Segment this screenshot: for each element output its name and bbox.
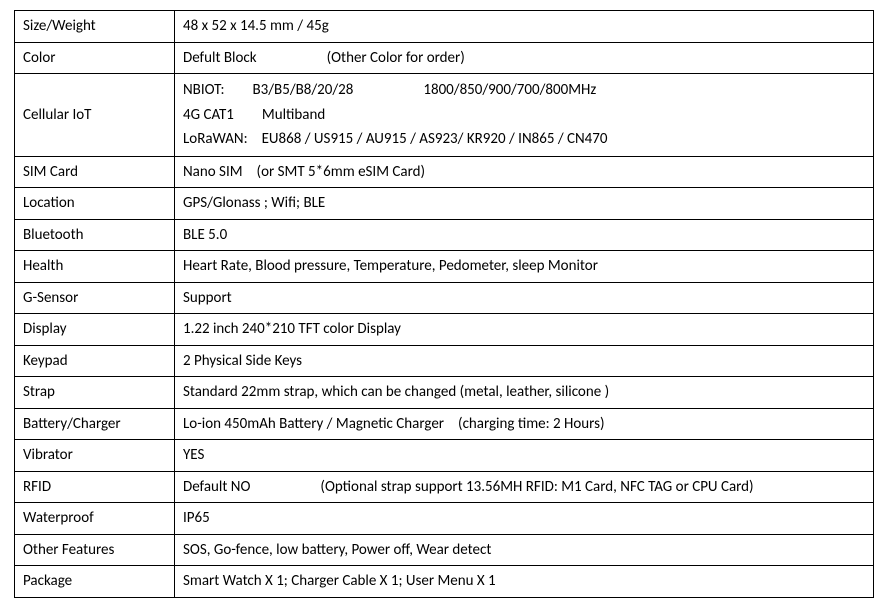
table-row: Battery/Charger Lo-ion 450mAh Battery / … [15, 408, 874, 440]
value-part: (Other Color for order) [327, 49, 465, 67]
row-value: Nano SIM (or SMT 5*6mm eSIM Card) [175, 156, 874, 188]
value-part: EU868 / US915 / AU915 / AS923/ KR920 / I… [262, 130, 608, 148]
value-part: Multiband [262, 106, 325, 124]
table-row: Vibrator YES [15, 440, 874, 472]
row-label: Vibrator [15, 440, 175, 472]
row-value: SOS, Go-fence, low battery, Power off, W… [175, 534, 874, 566]
table-row: Color Defult Block (Other Color for order… [15, 42, 874, 74]
row-label: Cellular IoT [15, 74, 175, 157]
row-label: Health [15, 251, 175, 283]
value-part: (Optional strap support 13.56MH RFID: M1… [320, 478, 753, 496]
row-value: Smart Watch X 1; Charger Cable X 1; User… [175, 566, 874, 598]
value-part: Nano SIM [183, 163, 243, 181]
table-row: Keypad 2 Physical Side Keys [15, 345, 874, 377]
row-value: 1.22 inch 240*210 TFT color Display [175, 314, 874, 346]
table-row: Location GPS/Glonass ; Wifi; BLE [15, 188, 874, 220]
value-part: B3/B5/B8/20/28 [253, 81, 354, 99]
row-value: Support [175, 282, 874, 314]
value-part: Lo-ion 450mAh Battery / Magnetic Charger [183, 415, 444, 433]
row-value: GPS/Glonass ; Wifi; BLE [175, 188, 874, 220]
value-part: NBIOT: [183, 81, 225, 99]
row-value: Standard 22mm strap, which can be change… [175, 377, 874, 409]
table-row: Package Smart Watch X 1; Charger Cable X… [15, 566, 874, 598]
value-part: Defult Block [183, 49, 257, 67]
row-value: Defult Block (Other Color for order) [175, 42, 874, 74]
row-label: Strap [15, 377, 175, 409]
row-value: NBIOT: B3/B5/B8/20/28 1800/850/900/700/800… [175, 74, 874, 157]
row-label: Package [15, 566, 175, 598]
value-part: (charging time: 2 Hours) [458, 415, 605, 433]
row-label: Battery/Charger [15, 408, 175, 440]
row-label: Color [15, 42, 175, 74]
row-label: Bluetooth [15, 219, 175, 251]
row-label: G-Sensor [15, 282, 175, 314]
row-value: Lo-ion 450mAh Battery / Magnetic Charger… [175, 408, 874, 440]
row-label: Other Features [15, 534, 175, 566]
table-row: Other Features SOS, Go-fence, low batter… [15, 534, 874, 566]
row-value: YES [175, 440, 874, 472]
row-label: SIM Card [15, 156, 175, 188]
row-label: Waterproof [15, 503, 175, 535]
row-value: BLE 5.0 [175, 219, 874, 251]
row-label: Location [15, 188, 175, 220]
row-label: Size/Weight [15, 11, 175, 43]
table-row: Size/Weight 48 x 52 x 14.5 mm / 45g [15, 11, 874, 43]
row-value: Default NO (Optional strap support 13.56M… [175, 471, 874, 503]
table-row: Bluetooth BLE 5.0 [15, 219, 874, 251]
row-value: 2 Physical Side Keys [175, 345, 874, 377]
table-row: G-Sensor Support [15, 282, 874, 314]
table-row: Cellular IoT NBIOT: B3/B5/B8/20/28 1800/85… [15, 74, 874, 157]
table-row: Strap Standard 22mm strap, which can be … [15, 377, 874, 409]
value-part: 1800/850/900/700/800MHz [423, 81, 596, 99]
value-part: 4G CAT1 [183, 106, 234, 124]
row-value: IP65 [175, 503, 874, 535]
row-value: 48 x 52 x 14.5 mm / 45g [175, 11, 874, 43]
row-value: Heart Rate, Blood pressure, Temperature,… [175, 251, 874, 283]
table-row: RFID Default NO (Optional strap support 1… [15, 471, 874, 503]
row-label: Keypad [15, 345, 175, 377]
value-part: Default NO [183, 478, 250, 496]
table-row: Health Heart Rate, Blood pressure, Tempe… [15, 251, 874, 283]
spec-sheet: Size/Weight 48 x 52 x 14.5 mm / 45g Colo… [0, 0, 888, 608]
value-part: (or SMT 5*6mm eSIM Card) [257, 163, 426, 181]
value-part: LoRaWAN: [183, 130, 248, 148]
spec-table: Size/Weight 48 x 52 x 14.5 mm / 45g Colo… [14, 10, 874, 598]
row-label: RFID [15, 471, 175, 503]
table-row: Waterproof IP65 [15, 503, 874, 535]
row-label: Display [15, 314, 175, 346]
table-row: Display 1.22 inch 240*210 TFT color Disp… [15, 314, 874, 346]
table-row: SIM Card Nano SIM (or SMT 5*6mm eSIM Card… [15, 156, 874, 188]
